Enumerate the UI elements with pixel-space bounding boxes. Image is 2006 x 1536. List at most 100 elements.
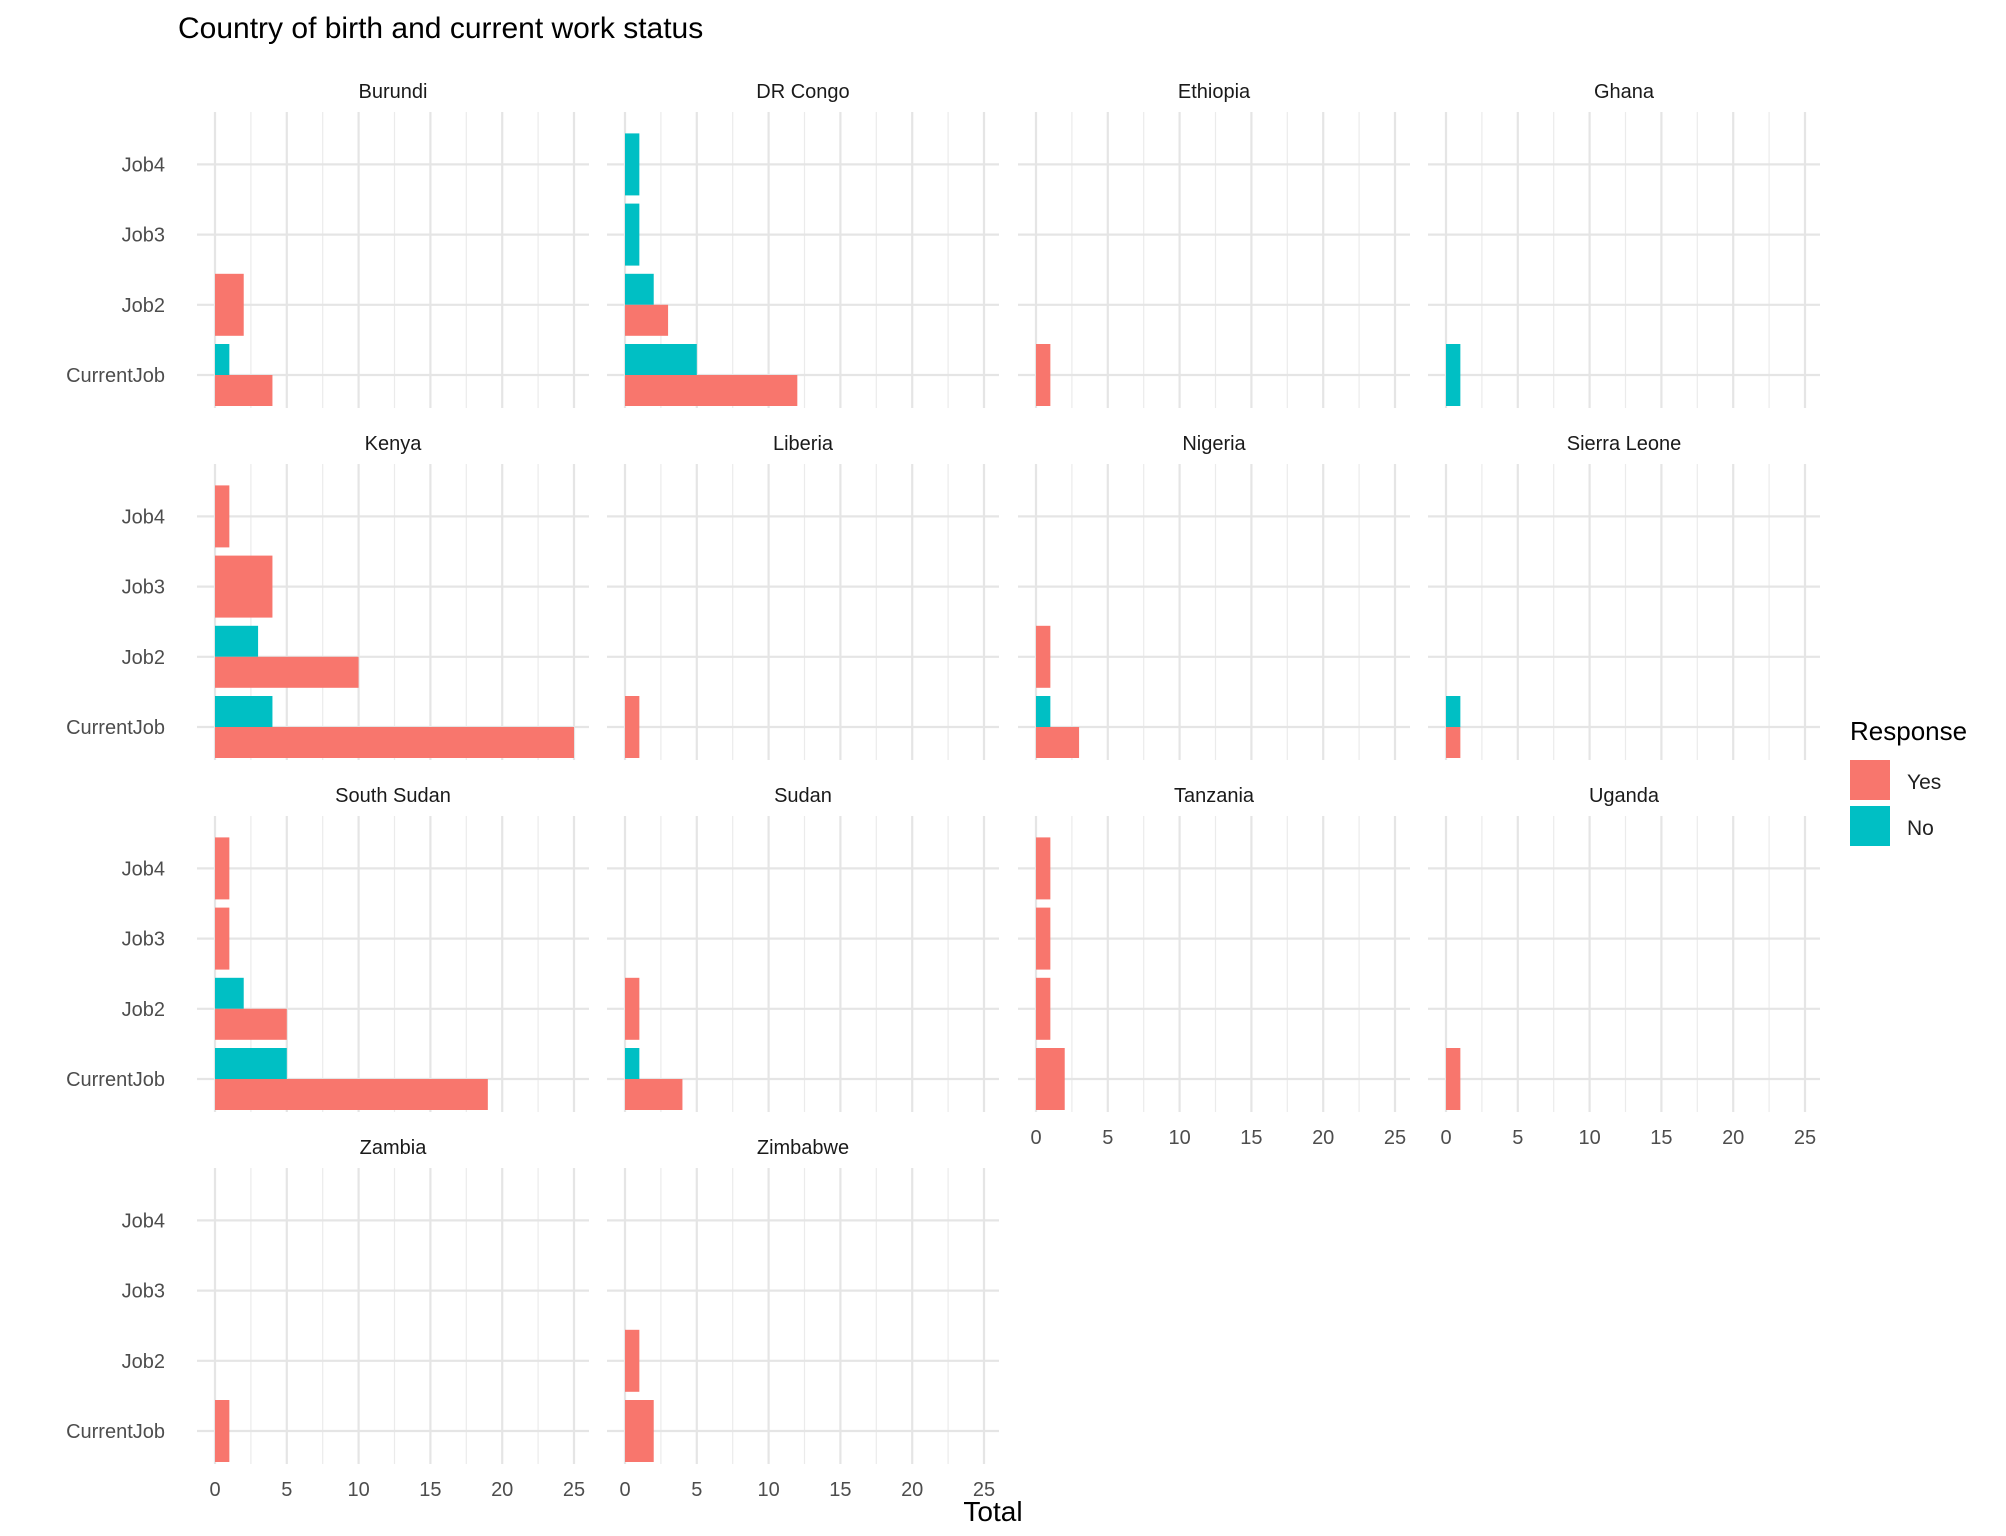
x-tick-label: 5 xyxy=(1512,1127,1523,1149)
bar-yes-currentjob xyxy=(215,1400,230,1462)
x-tick-label: 25 xyxy=(1794,1127,1816,1149)
bar-no-currentjob xyxy=(625,344,697,375)
y-tick-label: CurrentJob xyxy=(66,1421,165,1443)
x-tick-label: 20 xyxy=(1312,1127,1334,1149)
facet-panels: Burundi CurrentJob Job2 Job3 Job4 DR Congo Eth… xyxy=(66,81,1820,1501)
bar-yes-currentjob xyxy=(1036,344,1051,406)
bar-yes-currentjob xyxy=(625,1079,683,1110)
x-tick-label: 10 xyxy=(347,1479,369,1501)
bar-yes-job4 xyxy=(215,485,230,548)
y-tick-label: Job2 xyxy=(122,1351,165,1373)
bar-yes-currentjob xyxy=(1446,1048,1461,1110)
y-tick-label: CurrentJob xyxy=(66,717,165,739)
facet-panel-liberia: Liberia xyxy=(607,433,999,760)
x-tick-label: 15 xyxy=(1240,1127,1262,1149)
bar-yes-currentjob xyxy=(1036,1048,1065,1110)
facet-panel-south-sudan: South Sudan CurrentJob Job2 Job3 Job4 xyxy=(66,785,589,1112)
y-tick-label: Job2 xyxy=(122,647,165,669)
y-tick-label: Job4 xyxy=(122,506,165,528)
bar-no-currentjob xyxy=(215,344,230,375)
facet-label: Tanzania xyxy=(1174,785,1255,807)
facet-label: Kenya xyxy=(365,433,423,455)
bar-yes-job2 xyxy=(625,977,640,1040)
bar-yes-currentjob xyxy=(1446,727,1461,758)
bar-yes-currentjob xyxy=(215,727,574,758)
bar-yes-currentjob xyxy=(625,1400,654,1462)
bar-no-job4 xyxy=(625,133,640,196)
facet-panel-zimbabwe: Zimbabwe 0 5 10 15 20 25 xyxy=(607,1137,999,1501)
bar-yes-job2 xyxy=(625,1329,640,1392)
facet-panel-dr-congo: DR Congo xyxy=(607,81,999,408)
facet-label: Burundi xyxy=(359,81,428,103)
x-tick-label: 15 xyxy=(829,1479,851,1501)
x-tick-label: 0 xyxy=(1440,1127,1451,1149)
bar-yes-job3 xyxy=(215,907,230,970)
facet-panel-sudan: Sudan xyxy=(607,785,999,1112)
x-tick-label: 25 xyxy=(563,1479,585,1501)
x-tick-label: 10 xyxy=(757,1479,779,1501)
facet-panel-tanzania: Tanzania 0 5 10 15 20 25 xyxy=(1018,785,1410,1149)
bar-no-job2 xyxy=(625,273,654,305)
facet-label: Ghana xyxy=(1594,81,1655,103)
facet-panel-zambia: Zambia CurrentJob Job2 Job3 Job4 0 5 10 15 20 25 xyxy=(66,1137,589,1501)
x-tick-label: 0 xyxy=(209,1479,220,1501)
facet-panel-kenya: Kenya CurrentJob Job2 Job3 Job4 xyxy=(66,433,589,760)
x-tick-label: 5 xyxy=(691,1479,702,1501)
bar-yes-currentjob xyxy=(215,375,273,406)
y-tick-label: Job2 xyxy=(122,999,165,1021)
facet-label: Zambia xyxy=(360,1137,428,1159)
x-axis-title: Total xyxy=(963,1496,1022,1527)
bar-yes-job2 xyxy=(215,656,359,688)
bar-yes-job4 xyxy=(215,837,230,900)
facet-label: Ethiopia xyxy=(1178,81,1251,103)
x-tick-label: 20 xyxy=(1722,1127,1744,1149)
bar-no-currentjob xyxy=(625,1048,640,1079)
bar-no-job3 xyxy=(625,203,640,266)
x-tick-label: 25 xyxy=(1384,1127,1406,1149)
bar-yes-job2 xyxy=(215,273,244,336)
facet-panel-burundi: Burundi CurrentJob Job2 Job3 Job4 xyxy=(66,81,589,408)
facet-panel-ghana: Ghana xyxy=(1428,81,1820,408)
bar-yes-job4 xyxy=(1036,837,1051,900)
legend-swatch-no xyxy=(1850,806,1890,846)
bar-no-currentjob xyxy=(1446,696,1461,727)
facet-label: Liberia xyxy=(773,433,834,455)
x-tick-label: 5 xyxy=(1102,1127,1113,1149)
legend-title: Response xyxy=(1850,716,1967,746)
x-tick-label: 10 xyxy=(1168,1127,1190,1149)
x-tick-label: 0 xyxy=(1030,1127,1041,1149)
bar-yes-job2 xyxy=(625,304,669,336)
facet-label: Uganda xyxy=(1589,785,1660,807)
facet-label: Nigeria xyxy=(1182,433,1246,455)
y-tick-label: Job4 xyxy=(122,1210,165,1232)
facet-panel-ethiopia: Ethiopia xyxy=(1018,81,1410,408)
x-tick-label: 15 xyxy=(1650,1127,1672,1149)
facet-label: Sierra Leone xyxy=(1567,433,1682,455)
bar-no-job2 xyxy=(215,625,259,657)
x-tick-label: 10 xyxy=(1578,1127,1600,1149)
bar-no-currentjob xyxy=(215,1048,287,1079)
facet-label: DR Congo xyxy=(756,81,849,103)
bar-no-currentjob xyxy=(1036,696,1051,727)
y-tick-label: Job3 xyxy=(122,225,165,247)
bar-yes-job2 xyxy=(1036,625,1051,688)
y-tick-label: Job4 xyxy=(122,858,165,880)
y-tick-label: Job3 xyxy=(122,1281,165,1303)
facet-label: Sudan xyxy=(774,785,832,807)
y-tick-label: CurrentJob xyxy=(66,1069,165,1091)
bar-no-currentjob xyxy=(1446,344,1461,406)
y-tick-label: Job4 xyxy=(122,154,165,176)
legend-swatch-yes xyxy=(1850,760,1890,800)
x-tick-label: 0 xyxy=(619,1479,630,1501)
bar-yes-currentjob xyxy=(625,696,640,758)
bar-yes-currentjob xyxy=(215,1079,488,1110)
bar-yes-currentjob xyxy=(625,375,798,406)
x-tick-label: 15 xyxy=(419,1479,441,1501)
bar-no-currentjob xyxy=(215,696,273,727)
bar-no-job2 xyxy=(215,977,244,1009)
bar-yes-job2 xyxy=(1036,977,1051,1040)
bar-yes-currentjob xyxy=(1036,727,1080,758)
facet-label: Zimbabwe xyxy=(757,1137,849,1159)
facet-panel-nigeria: Nigeria xyxy=(1018,433,1410,760)
